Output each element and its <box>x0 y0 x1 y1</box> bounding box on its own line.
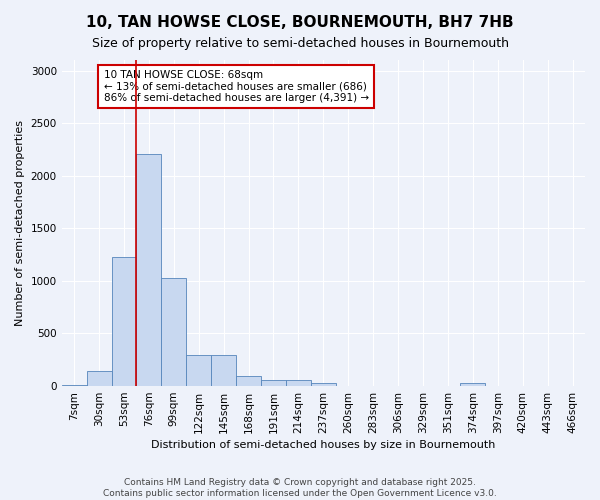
Bar <box>261 380 286 386</box>
Bar <box>311 384 336 386</box>
Text: 10 TAN HOWSE CLOSE: 68sqm
← 13% of semi-detached houses are smaller (686)
86% of: 10 TAN HOWSE CLOSE: 68sqm ← 13% of semi-… <box>104 70 368 103</box>
X-axis label: Distribution of semi-detached houses by size in Bournemouth: Distribution of semi-detached houses by … <box>151 440 496 450</box>
Bar <box>211 355 236 386</box>
Text: Contains HM Land Registry data © Crown copyright and database right 2025.
Contai: Contains HM Land Registry data © Crown c… <box>103 478 497 498</box>
Bar <box>286 380 311 386</box>
Bar <box>161 278 186 386</box>
Text: Size of property relative to semi-detached houses in Bournemouth: Size of property relative to semi-detach… <box>91 38 509 51</box>
Bar <box>62 385 86 386</box>
Bar <box>136 154 161 386</box>
Bar <box>86 372 112 386</box>
Bar <box>112 256 136 386</box>
Bar <box>460 384 485 386</box>
Bar <box>186 355 211 386</box>
Bar <box>236 376 261 386</box>
Y-axis label: Number of semi-detached properties: Number of semi-detached properties <box>15 120 25 326</box>
Text: 10, TAN HOWSE CLOSE, BOURNEMOUTH, BH7 7HB: 10, TAN HOWSE CLOSE, BOURNEMOUTH, BH7 7H… <box>86 15 514 30</box>
